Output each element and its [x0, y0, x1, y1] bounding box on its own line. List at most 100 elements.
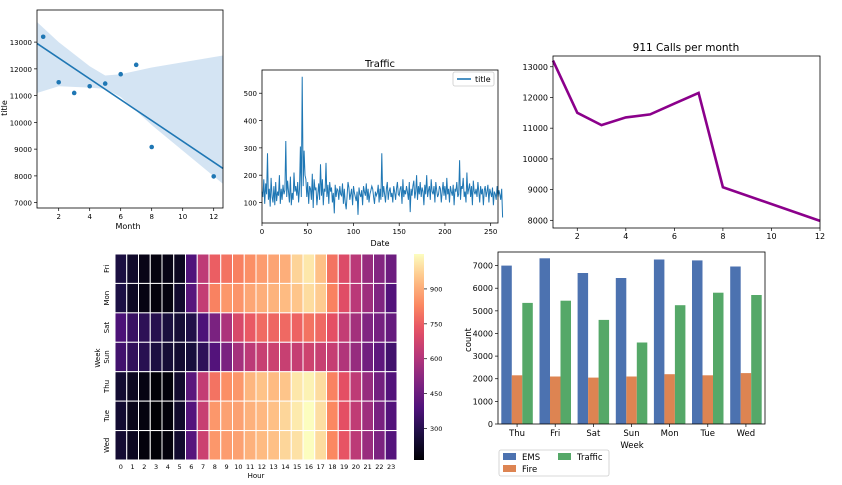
- heatmap-cell: [208, 341, 222, 373]
- heatmap-cell: [161, 282, 175, 314]
- colorbar-tick-label: 300: [430, 425, 442, 433]
- heatmap-cell: [208, 253, 222, 284]
- x-tick-label: 10: [178, 213, 187, 221]
- plot-frame: [36, 9, 224, 209]
- heatmap-cell: [267, 282, 280, 314]
- heatmap-cell: [232, 312, 245, 343]
- heatmap-cell: [161, 430, 175, 461]
- heatmap-cell: [173, 400, 186, 432]
- hour-tick-label: 23: [387, 463, 395, 471]
- heatmap-cell: [314, 400, 327, 432]
- hour-tick-label: 4: [166, 463, 170, 471]
- heatmap-cell: [337, 341, 351, 373]
- x-tick-label: Fri: [550, 429, 560, 439]
- heatmap-cell: [243, 312, 257, 343]
- heatmap-cell: [349, 430, 363, 461]
- heatmap-cell: [255, 371, 269, 402]
- legend-label: title: [475, 75, 491, 84]
- hour-tick-label: 9: [225, 463, 229, 471]
- heatmap-cell: [267, 341, 280, 373]
- heatmap-cell: [196, 430, 210, 461]
- heatmap-cell: [302, 371, 316, 402]
- heatmap-cell: [173, 341, 186, 373]
- heatmap-cell: [114, 341, 128, 373]
- heatmap-cell: [185, 430, 198, 461]
- heatmap-cell: [138, 282, 151, 314]
- y-axis-label: Week: [94, 347, 102, 367]
- legend-label-fire: Fire: [522, 465, 537, 475]
- scatter-point: [133, 62, 139, 68]
- x-tick-label: 10: [766, 232, 776, 241]
- y-tick-label: 9000: [14, 146, 32, 154]
- heatmap-cell: [326, 371, 339, 402]
- heatmap-cell: [208, 371, 222, 402]
- heatmap-cell: [220, 371, 233, 402]
- heatmap-cell: [349, 371, 363, 402]
- x-tick-label: 12: [815, 232, 825, 241]
- bar-fire: [664, 374, 675, 424]
- heatmap-cell: [208, 282, 222, 314]
- heatmap-cell: [232, 400, 245, 432]
- heatmap-cell: [126, 430, 139, 461]
- y-tick-label: 3000: [473, 352, 493, 361]
- y-tick-label: 12000: [523, 93, 548, 102]
- scatter-point: [87, 83, 92, 89]
- heatmap-cell: [161, 312, 175, 343]
- heatmap-cell: [384, 312, 398, 343]
- x-tick-label: 200: [438, 228, 451, 236]
- scatter-point: [118, 71, 123, 77]
- hour-tick-label: 0: [119, 463, 123, 471]
- heatmap-cell: [255, 430, 269, 461]
- heatmap-cell: [302, 430, 316, 461]
- scatter-point: [102, 81, 108, 86]
- heatmap-cell: [232, 282, 245, 314]
- heatmap-cell: [243, 341, 257, 373]
- x-tick-label: 4: [87, 213, 92, 221]
- x-tick-label: 0: [260, 228, 264, 236]
- heatmap-cell: [185, 253, 198, 284]
- heatmap-cell: [337, 282, 351, 314]
- heatmap-cell: [208, 430, 222, 461]
- heatmap-cell: [220, 341, 233, 373]
- hour-tick-label: 8: [213, 463, 217, 471]
- x-axis-label: Month: [115, 222, 140, 231]
- heatmap-cell: [326, 282, 339, 314]
- plot-frame: [261, 69, 499, 224]
- hour-tick-label: 16: [305, 463, 313, 471]
- x-tick-label: Wed: [737, 429, 756, 439]
- heatmap-cell: [243, 371, 257, 402]
- x-tick-label: 4: [623, 232, 628, 241]
- heatmap-cell: [173, 371, 186, 402]
- heatmap-cell: [138, 312, 151, 343]
- heatmap-cell: [243, 430, 257, 461]
- x-tick-label: 2: [575, 232, 580, 241]
- heatmap-cell: [337, 430, 351, 461]
- heatmap-cell: [255, 400, 269, 432]
- heatmap-cell: [185, 282, 198, 314]
- heatmap-cell: [290, 253, 304, 284]
- legend-box: [452, 71, 495, 87]
- bar-ems: [730, 266, 741, 424]
- y-tick-label: 7000: [473, 262, 493, 271]
- traffic-series-line: [261, 76, 504, 218]
- heatmap-cell: [373, 341, 386, 373]
- bar-fire: [626, 376, 637, 424]
- heatmap-cell: [326, 253, 339, 284]
- heatmap-cell: [196, 371, 210, 402]
- hour-tick-label: 13: [269, 463, 277, 471]
- y-tick-label: 10000: [523, 155, 548, 164]
- heatmap-cell: [149, 371, 163, 402]
- hour-tick-label: 11: [246, 463, 254, 471]
- bar-traffic: [674, 305, 686, 424]
- heatmap-cell: [279, 282, 292, 314]
- heatmap-cell: [337, 371, 351, 402]
- heatmap-cell: [384, 253, 398, 284]
- heatmap-cell: [255, 312, 269, 343]
- bar-ems: [692, 260, 703, 424]
- heatmap-cell: [290, 341, 304, 373]
- x-tick-label: 12: [209, 213, 218, 221]
- hour-tick-label: 22: [375, 463, 383, 471]
- heatmap-cell: [138, 400, 151, 432]
- heatmap-cell: [349, 312, 363, 343]
